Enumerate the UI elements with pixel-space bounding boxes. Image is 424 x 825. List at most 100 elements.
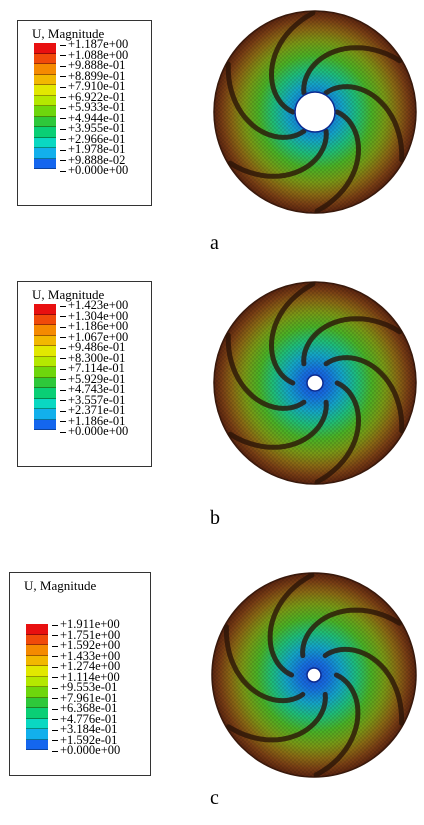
legend-value: +7.114e-01	[60, 362, 128, 374]
legend-value: +1.433e+00	[52, 650, 120, 662]
legend-swatch	[26, 676, 48, 687]
color-legend: U, Magnitude +1.911e+00 +1.751e+00 +1.59…	[9, 572, 151, 776]
legend-swatch	[26, 624, 48, 635]
legend-value: +1.751e+00	[52, 629, 120, 641]
legend-swatches	[34, 43, 56, 169]
legend-swatch	[26, 645, 48, 656]
legend-swatch	[34, 158, 56, 169]
legend-swatch	[26, 687, 48, 698]
impeller-blade	[226, 691, 328, 743]
legend-swatch	[26, 666, 48, 677]
legend-swatch	[34, 398, 56, 409]
panel-caption: a	[210, 232, 219, 254]
legend-value: +9.486e-01	[60, 341, 128, 353]
legend-value: +2.966e-01	[60, 133, 128, 145]
legend-value: +9.888e-01	[60, 59, 128, 71]
legend-value: +1.978e-01	[60, 143, 128, 155]
impeller-blade	[314, 380, 362, 485]
legend-value: +9.553e-01	[52, 681, 120, 693]
legend-value: +4.944e-01	[60, 112, 128, 124]
legend-value: +1.067e+00	[60, 331, 128, 343]
legend-swatch	[34, 148, 56, 159]
panel-caption: b	[210, 507, 220, 529]
legend-value: +1.114e+00	[52, 671, 120, 683]
legend-swatch	[34, 304, 56, 315]
legend-value: +3.557e-01	[60, 394, 128, 406]
legend-swatch	[34, 53, 56, 64]
hub-hole	[294, 91, 336, 133]
legend-swatches	[34, 304, 56, 430]
legend-swatch	[34, 325, 56, 336]
legend-value: +8.300e-01	[60, 352, 128, 364]
legend-swatch	[26, 655, 48, 666]
legend-swatch	[26, 718, 48, 729]
impeller-blade	[223, 624, 306, 704]
legend-value: +1.186e-01	[60, 415, 128, 427]
legend-value: +3.184e-01	[52, 723, 120, 735]
legend-value: +1.304e+00	[60, 310, 128, 322]
legend-value: +8.899e-01	[60, 70, 128, 82]
legend-swatch	[34, 367, 56, 378]
legend-title: U, Magnitude	[24, 578, 97, 593]
legend-swatch	[34, 43, 56, 54]
legend-swatch	[34, 137, 56, 148]
legend-swatch	[26, 708, 48, 719]
legend-swatch	[34, 346, 56, 357]
legend-value: +7.910e-01	[60, 80, 128, 92]
legend-swatch	[26, 697, 48, 708]
impeller-blade	[323, 355, 405, 434]
impeller-blade	[267, 572, 315, 678]
legend-value: +1.088e+00	[60, 49, 128, 61]
panel-c: U, Magnitude +1.911e+00 +1.751e+00 +1.59…	[0, 550, 424, 825]
legend-value: +0.000e+00	[52, 744, 120, 756]
legend-swatch	[34, 116, 56, 127]
panel-b: U, Magnitude +1.423e+00 +1.304e+00 +1.18…	[0, 275, 424, 550]
impeller-blade	[323, 84, 405, 163]
legend-value: +1.186e+00	[60, 320, 128, 332]
legend-value: +1.187e+00	[60, 38, 128, 50]
impeller-blade	[227, 128, 329, 179]
impeller-blade	[300, 607, 402, 659]
impeller-displacement-contour-icon	[213, 10, 417, 214]
legend-value: +0.000e+00	[60, 164, 128, 176]
legend-values: +1.187e+00 +1.088e+00 +9.888e-01 +8.899e…	[60, 38, 128, 176]
legend-values: +1.423e+00 +1.304e+00 +1.186e+00 +1.067e…	[60, 299, 128, 437]
legend-swatch	[34, 127, 56, 138]
legend-value: +2.371e-01	[60, 404, 128, 416]
color-legend: U, Magnitude +1.187e+00 +1.088e+00 +9.88…	[17, 20, 152, 206]
legend-swatch	[34, 335, 56, 346]
hub-hole	[306, 374, 324, 392]
legend-swatch	[34, 74, 56, 85]
legend-swatch	[34, 419, 56, 430]
legend-value: +1.592e+00	[52, 639, 120, 651]
legend-value: +1.911e+00	[52, 618, 120, 630]
legend-value: +1.274e+00	[52, 660, 120, 672]
hub-hole	[306, 667, 322, 683]
legend-swatches	[26, 624, 48, 750]
legend-swatch	[34, 314, 56, 325]
legend-swatch	[34, 409, 56, 420]
legend-swatch	[34, 356, 56, 367]
legend-value: +0.000e+00	[60, 425, 128, 437]
impeller-blade	[313, 672, 361, 778]
impeller-displacement-contour-icon	[213, 281, 417, 485]
legend-swatch	[26, 739, 48, 750]
legend-value: +5.933e-01	[60, 101, 128, 113]
impeller-blade	[268, 281, 316, 386]
impeller-blade	[268, 10, 316, 115]
legend-value: +6.922e-01	[60, 91, 128, 103]
impeller-blade	[301, 45, 403, 96]
legend-value: +7.961e-01	[52, 692, 120, 704]
legend-swatch	[34, 106, 56, 117]
legend-value: +9.888e-02	[60, 154, 128, 166]
legend-swatch	[34, 388, 56, 399]
legend-value: +1.592e-01	[52, 734, 120, 746]
legend-swatch	[34, 377, 56, 388]
impeller-blade	[225, 332, 307, 411]
impeller-blade	[322, 646, 405, 726]
legend-swatch	[26, 634, 48, 645]
legend-swatch	[34, 95, 56, 106]
impeller-blade	[227, 399, 329, 450]
legend-value: +3.955e-01	[60, 122, 128, 134]
legend-values: +1.911e+00 +1.751e+00 +1.592e+00 +1.433e…	[52, 618, 120, 756]
